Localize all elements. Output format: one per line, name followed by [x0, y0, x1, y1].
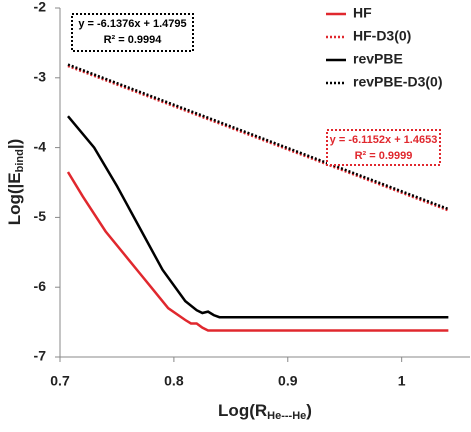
legend-label: revPBE: [353, 51, 403, 67]
annotation-text: y = -6.1376x + 1.4795: [78, 18, 186, 30]
legend-label: HF: [353, 5, 372, 21]
y-axis-label: Log(|Ebind|): [5, 139, 25, 226]
y-tick-label: -2: [34, 0, 47, 15]
annotation-text: R² = 0.9999: [355, 150, 413, 162]
y-tick-label: -5: [34, 208, 47, 224]
y-tick-label: -4: [34, 138, 47, 154]
series-line: [67, 115, 449, 319]
y-tick-label: -6: [34, 278, 47, 294]
series-line: [66, 171, 449, 332]
x-axis-label: Log(RHe---He): [218, 401, 312, 421]
x-tick-label: 0.7: [50, 373, 70, 389]
annotation-box: [71, 13, 194, 52]
y-tick-label: -3: [34, 69, 47, 85]
legend-label: HF-D3(0): [353, 28, 411, 44]
x-tick-label: 0.8: [164, 373, 184, 389]
annotation-text: y = -6.1152x + 1.4653: [330, 134, 438, 146]
annotation-box: [326, 129, 441, 166]
y-tick-label: -7: [34, 348, 47, 364]
x-tick-label: 0.9: [278, 373, 298, 389]
legend-label: revPBE-D3(0): [353, 74, 442, 90]
annotation-text: R² = 0.9994: [104, 34, 163, 46]
x-tick-label: 1: [398, 373, 406, 389]
